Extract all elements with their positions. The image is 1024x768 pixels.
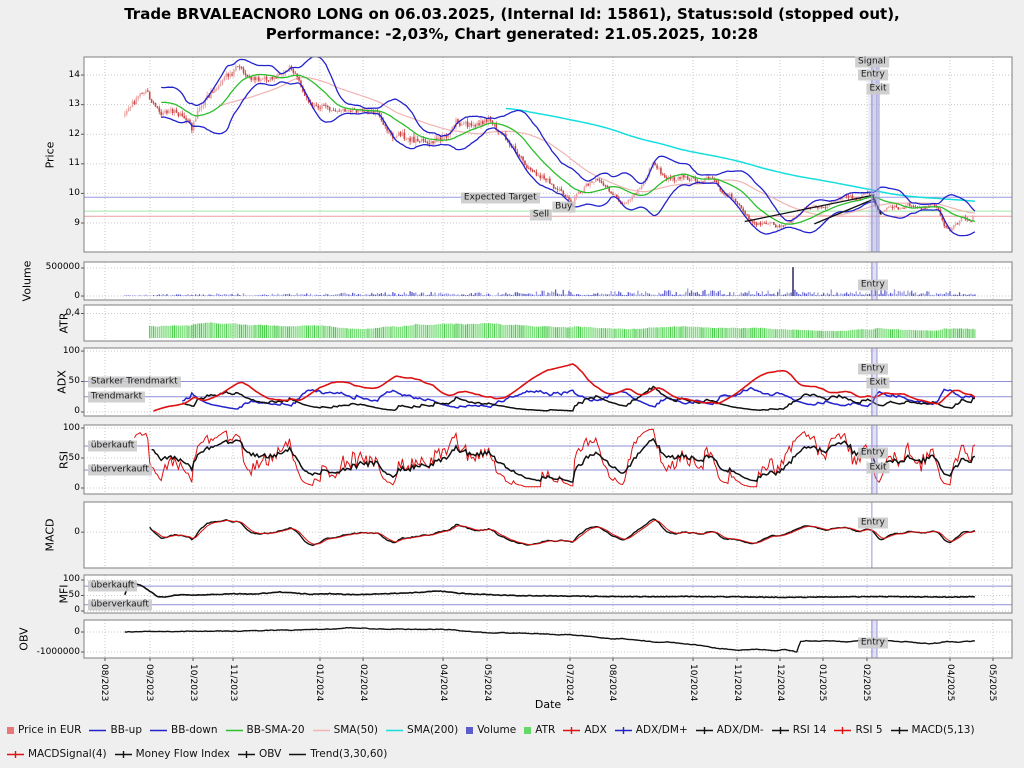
chart-canvas <box>81 56 1013 661</box>
trading-chart-window: Trade BRVALEACNOR0 LONG on 06.03.2025, (… <box>7 5 1013 760</box>
